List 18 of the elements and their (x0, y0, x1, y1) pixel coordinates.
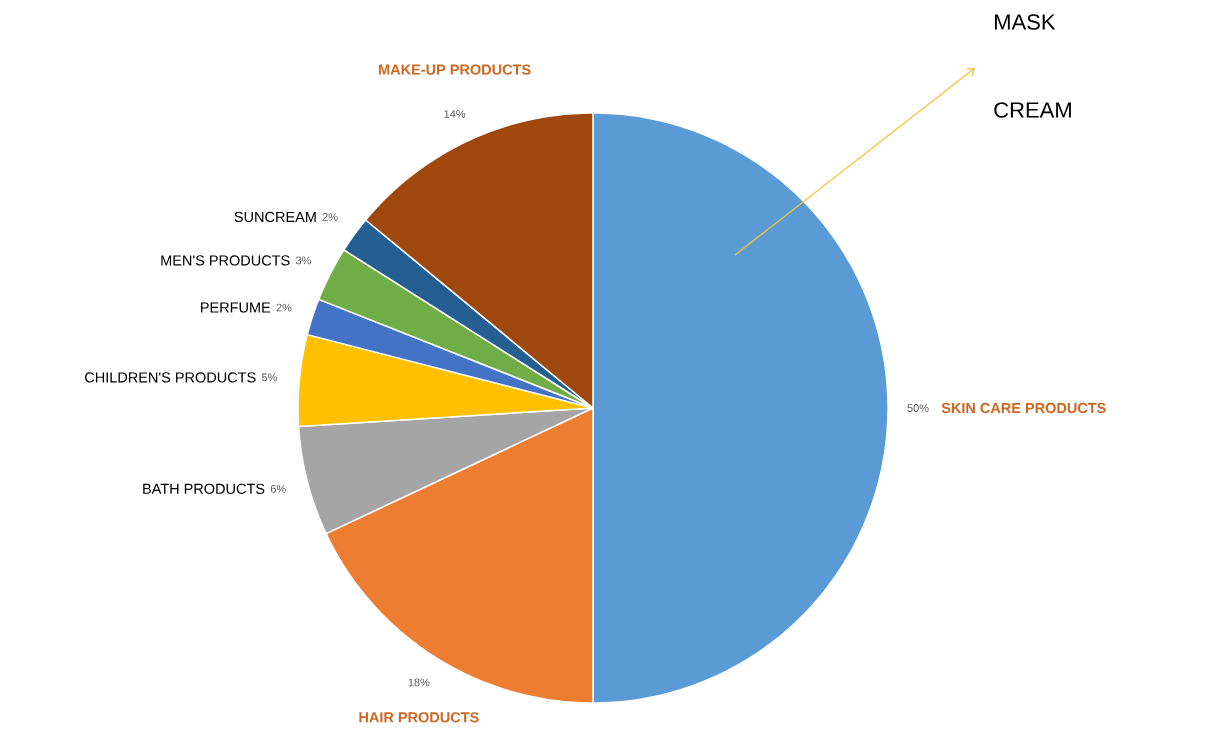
data-label: 6% (270, 484, 286, 493)
data-label: 14% (444, 110, 466, 118)
slice-label: CHILDREN'S PRODUCTS (85, 372, 256, 383)
text: MASK (995, 14, 1056, 30)
data-label: 18% (408, 678, 430, 687)
slice-label: SUNCREAM (234, 211, 316, 223)
slice-label: SKIN CARE PRODUCTS (941, 402, 1106, 414)
data-label: 3% (295, 256, 311, 265)
data-label: 2% (322, 213, 338, 221)
slice-label: HAIR PRODUCTS (359, 712, 479, 723)
data-label: 2% (276, 303, 292, 312)
data-label: 50% (907, 404, 929, 412)
data-label: 5% (261, 373, 277, 382)
text: CREAM (994, 102, 1071, 118)
slice-label: MEN'S PRODUCTS (161, 255, 290, 266)
slice-label: MAKE-UP PRODUCTS (379, 64, 531, 75)
slice-label: BATH PRODUCTS (143, 483, 265, 494)
slice-label: PERFUME (201, 302, 271, 313)
